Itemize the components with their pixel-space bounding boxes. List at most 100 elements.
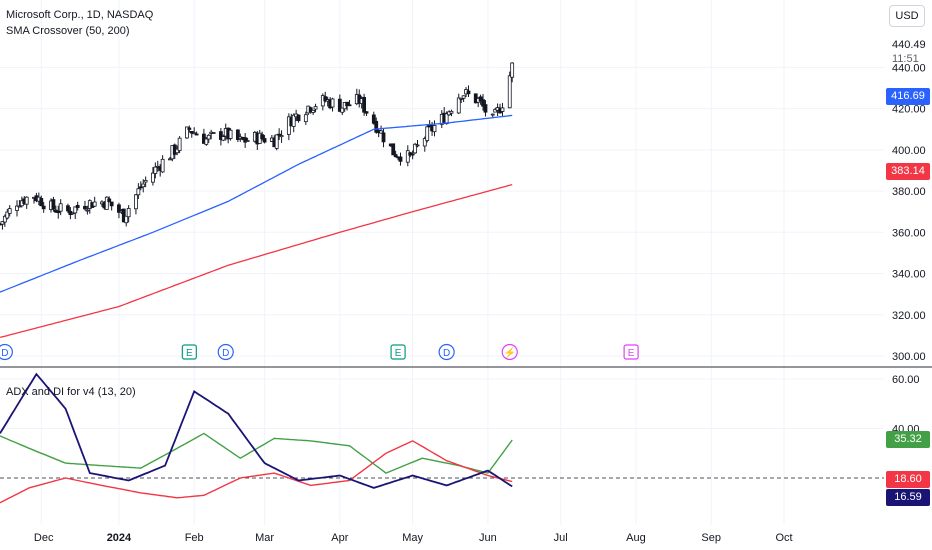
candle-body bbox=[405, 150, 410, 163]
event-marker-letter: E bbox=[628, 348, 635, 359]
adx-value-tag: 16.59 bbox=[886, 489, 930, 506]
candle-body bbox=[51, 199, 56, 210]
adx-indicator-title: ADX and DI for v4 (13, 20) bbox=[6, 386, 136, 398]
time-axis-label: Jun bbox=[479, 532, 497, 544]
event-marker-letter: D bbox=[443, 348, 450, 359]
price-axis-tick-label: 340.00 bbox=[892, 269, 926, 281]
candle-body bbox=[24, 196, 29, 205]
candle-body bbox=[151, 172, 155, 183]
candle-body bbox=[204, 138, 209, 145]
candle-body bbox=[347, 104, 352, 107]
candle-body bbox=[221, 136, 226, 141]
time-axis-label: Jul bbox=[554, 532, 568, 544]
candle-body bbox=[311, 109, 316, 113]
candle-body bbox=[17, 205, 22, 208]
candle-body bbox=[345, 101, 350, 107]
candle-body bbox=[141, 183, 146, 188]
price-axis-tick-label: 360.00 bbox=[892, 227, 926, 239]
candle-body bbox=[308, 107, 313, 113]
candle-body bbox=[126, 208, 131, 218]
candle-body bbox=[340, 107, 345, 113]
candle-body bbox=[177, 137, 182, 151]
candle-body bbox=[337, 98, 342, 112]
candle-body bbox=[39, 197, 44, 207]
event-marker-letter: E bbox=[186, 348, 193, 359]
candle-body bbox=[500, 107, 505, 112]
price-axis-tick-label: 320.00 bbox=[892, 310, 926, 322]
candle-body bbox=[206, 134, 211, 140]
candle-body bbox=[425, 126, 430, 141]
price-axis-tick-label: 300.00 bbox=[892, 351, 926, 363]
candle-body bbox=[410, 153, 415, 156]
candle-body bbox=[192, 132, 197, 135]
bar-countdown-label: 11:51 bbox=[892, 53, 919, 65]
sma-indicator-title: SMA Crossover (50, 200) bbox=[6, 25, 130, 37]
time-axis-label: Apr bbox=[331, 532, 348, 544]
candle-body bbox=[143, 180, 148, 183]
price-axis-tick-label: 380.00 bbox=[892, 186, 926, 198]
candle-body bbox=[422, 138, 427, 147]
candle-body bbox=[58, 203, 63, 212]
currency-button[interactable]: USD bbox=[889, 5, 925, 27]
earnings-marker: E bbox=[390, 344, 406, 360]
candle-body bbox=[104, 196, 109, 210]
candle-body bbox=[490, 113, 495, 116]
candle-body bbox=[364, 111, 369, 114]
time-axis-label: May bbox=[402, 532, 423, 544]
candle-body bbox=[291, 114, 296, 127]
event-marker-circle bbox=[501, 343, 518, 361]
event-marker-letter: D bbox=[1, 348, 8, 359]
event-marker-letter: E bbox=[395, 348, 402, 359]
di-minus-value-tag: 18.60 bbox=[886, 471, 930, 488]
candle-body bbox=[379, 130, 383, 134]
candle-body bbox=[466, 90, 471, 95]
earnings-marker-box bbox=[623, 344, 639, 360]
grid-lines bbox=[0, 0, 884, 525]
candle-body bbox=[461, 95, 466, 99]
candle-body bbox=[168, 158, 172, 161]
candle-body bbox=[7, 208, 12, 214]
candle-body bbox=[381, 132, 386, 143]
candle-body bbox=[330, 98, 335, 108]
candle-body bbox=[189, 130, 194, 134]
earnings-marker: E bbox=[181, 344, 197, 360]
candle-body bbox=[153, 166, 158, 174]
candle-body bbox=[415, 144, 420, 147]
earnings-marker-box bbox=[390, 344, 406, 360]
candle-body bbox=[243, 137, 248, 143]
candle-body bbox=[5, 211, 10, 219]
candle-body bbox=[107, 198, 112, 203]
candle-body bbox=[277, 133, 282, 136]
candle-body bbox=[456, 97, 461, 114]
candle-body bbox=[323, 96, 328, 102]
candle-body bbox=[175, 148, 180, 154]
candle-body bbox=[393, 154, 398, 158]
candle-body bbox=[66, 205, 70, 212]
dividend-marker: D bbox=[0, 343, 13, 361]
candle-body bbox=[260, 134, 265, 140]
candle-body bbox=[262, 138, 267, 143]
candle-body bbox=[483, 104, 488, 113]
candle-body bbox=[41, 205, 46, 210]
candle-body bbox=[85, 209, 90, 212]
candle-body bbox=[432, 124, 437, 133]
di-plus-line bbox=[0, 432, 513, 474]
candle-body bbox=[391, 143, 396, 156]
candle-body bbox=[374, 120, 379, 133]
candle-body bbox=[481, 99, 485, 107]
earnings-marker-box bbox=[181, 344, 197, 360]
candle-body bbox=[444, 113, 449, 125]
candle-body bbox=[371, 114, 376, 124]
candle-body bbox=[211, 132, 216, 134]
price-axis-tick-label: 400.00 bbox=[892, 145, 926, 157]
candle-body bbox=[274, 134, 279, 149]
candle-body bbox=[109, 201, 114, 207]
candle-body bbox=[279, 135, 284, 138]
time-axis-label: Dec bbox=[34, 532, 54, 544]
candle-body bbox=[136, 188, 141, 196]
candle-body bbox=[15, 205, 19, 211]
candle-body bbox=[2, 215, 7, 223]
candle-body bbox=[185, 126, 189, 139]
time-axis-label: Oct bbox=[775, 532, 792, 544]
